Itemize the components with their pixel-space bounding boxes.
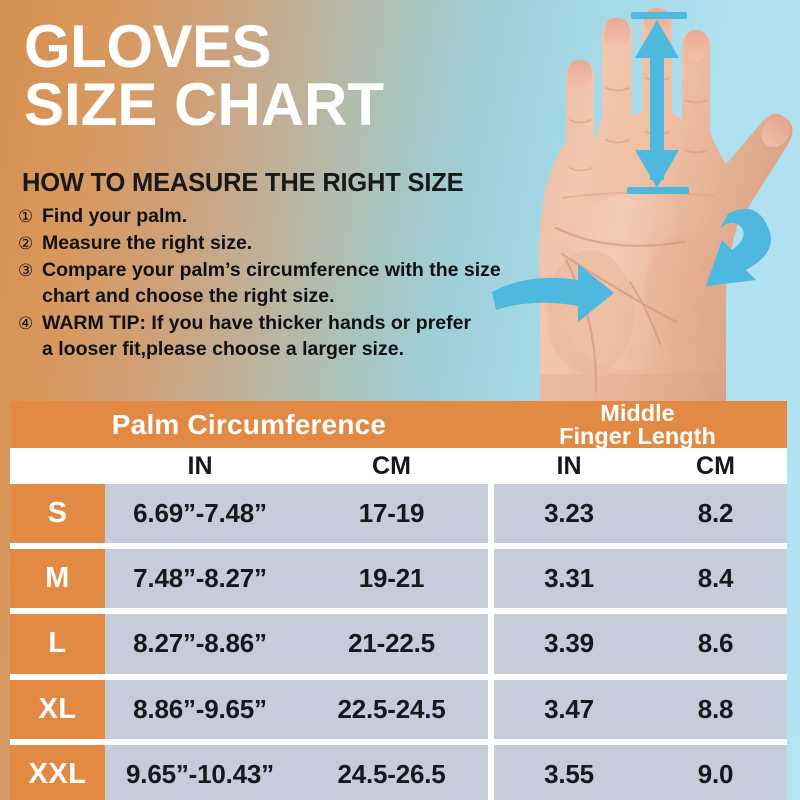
cell-size: XL	[10, 679, 105, 739]
cell-finger-cm: 8.2	[644, 484, 787, 544]
cell-finger-cm: 8.4	[644, 549, 787, 609]
cell-size: L	[10, 614, 105, 674]
table-row: XL 8.86”-9.65” 22.5-24.5 3.47 8.8	[10, 673, 787, 739]
cell-finger-in: 3.55	[494, 744, 644, 800]
list-item: ④ WARM TIP: If you have thicker hands or…	[18, 311, 563, 363]
cell-palm-in: 8.86”-9.65”	[105, 679, 295, 739]
cell-palm-in: 6.69”-7.48”	[105, 484, 295, 544]
cell-palm-in: 9.65”-10.43”	[105, 744, 295, 800]
cell-finger-in: 3.31	[494, 549, 644, 609]
cell-finger-cm: 9.0	[644, 744, 787, 800]
step-text: Measure the right size.	[42, 231, 563, 257]
palm-arrow-left-icon	[492, 264, 614, 322]
column-divider	[488, 614, 494, 674]
column-header-finger-in: IN	[556, 451, 582, 480]
table-row: M 7.48”-8.27” 19-21 3.31 8.4	[10, 543, 787, 609]
table-body: S 6.69”-7.48” 17-19 3.23 8.2 M 7.48”-8.2…	[10, 484, 787, 800]
group-header-finger-line2: Finger Length	[559, 422, 716, 449]
table-group-header-row: Palm Circumference Middle Finger Length	[10, 401, 787, 448]
double-headed-vertical-arrow-icon	[635, 20, 679, 188]
column-divider	[488, 744, 494, 800]
step-text-line1: Compare your palm’s circumference with t…	[42, 258, 501, 281]
subtitle-heading: HOW TO MEASURE THE RIGHT SIZE	[22, 169, 464, 197]
list-item: ② Measure the right size.	[18, 231, 563, 257]
cell-palm-cm: 22.5-24.5	[295, 679, 488, 739]
step-text: Compare your palm’s circumference with t…	[42, 258, 563, 310]
step-number-icon: ④	[18, 313, 34, 333]
page-title-line2: SIZE CHART	[24, 70, 384, 138]
top-marker-icon	[631, 12, 687, 19]
column-header-palm-in: IN	[187, 451, 213, 480]
hand-illustration	[470, 0, 800, 412]
step-number-icon: ③	[18, 260, 34, 280]
table-row: S 6.69”-7.48” 17-19 3.23 8.2	[10, 484, 787, 544]
step-number-icon: ①	[18, 207, 34, 226]
page-title: GLOVES SIZE CHART	[24, 13, 494, 138]
column-divider	[488, 679, 494, 739]
hand-shape	[538, 8, 793, 410]
column-divider	[488, 448, 494, 484]
cell-palm-cm: 21-22.5	[295, 614, 488, 674]
table-row: L 8.27”-8.86” 21-22.5 3.39 8.6	[10, 608, 787, 674]
list-item: ③ Compare your palm’s circumference with…	[18, 258, 563, 310]
list-item: ① Find your palm.	[18, 204, 563, 230]
cell-finger-cm: 8.8	[644, 679, 787, 739]
step-text-line2: a looser fit,please choose a larger size…	[42, 337, 404, 360]
step-text-line1: Measure the right size.	[42, 231, 253, 254]
column-divider	[488, 549, 494, 609]
column-divider	[488, 484, 494, 544]
step-text-line1: WARM TIP: If you have thicker hands or p…	[42, 311, 472, 334]
cell-palm-cm: 19-21	[295, 549, 488, 609]
cell-palm-in: 7.48”-8.27”	[105, 549, 295, 609]
bottom-marker-icon	[627, 187, 689, 194]
cell-finger-in: 3.47	[494, 679, 644, 739]
palm-arrow-right-icon	[706, 208, 771, 286]
table-row: XXL 9.65”-10.43” 24.5-26.5 3.55 9.0	[10, 738, 787, 800]
hand-photo-svg	[492, 8, 793, 410]
cell-palm-in: 8.27”-8.86”	[105, 614, 295, 674]
step-text: Find your palm.	[42, 204, 563, 230]
group-header-middle-finger-length: Middle Finger Length	[488, 401, 787, 448]
step-text: WARM TIP: If you have thicker hands or p…	[42, 311, 563, 363]
group-header-finger-line1: Middle	[600, 400, 675, 427]
cell-size: XXL	[10, 744, 105, 800]
cell-palm-cm: 17-19	[295, 484, 488, 544]
step-text-line2: chart and choose the right size.	[42, 284, 335, 307]
cell-size: S	[10, 484, 105, 544]
cell-palm-cm: 24.5-26.5	[295, 744, 488, 800]
size-table: Palm Circumference Middle Finger Length …	[10, 401, 787, 800]
cell-size: M	[10, 549, 105, 609]
cell-finger-cm: 8.6	[644, 614, 787, 674]
cell-finger-in: 3.23	[494, 484, 644, 544]
table-sub-header-row: IN CM IN CM	[10, 448, 787, 484]
cell-finger-in: 3.39	[494, 614, 644, 674]
step-number-icon: ②	[18, 233, 34, 253]
column-header-palm-cm: CM	[372, 451, 411, 480]
instructions-list: ① Find your palm. ② Measure the right si…	[18, 204, 563, 364]
step-text-line1: Find your palm.	[42, 205, 188, 227]
column-header-finger-cm: CM	[696, 451, 735, 480]
column-header-size	[10, 448, 105, 484]
group-header-palm-circumference: Palm Circumference	[111, 408, 387, 440]
page-title-line1: GLOVES	[24, 13, 272, 80]
